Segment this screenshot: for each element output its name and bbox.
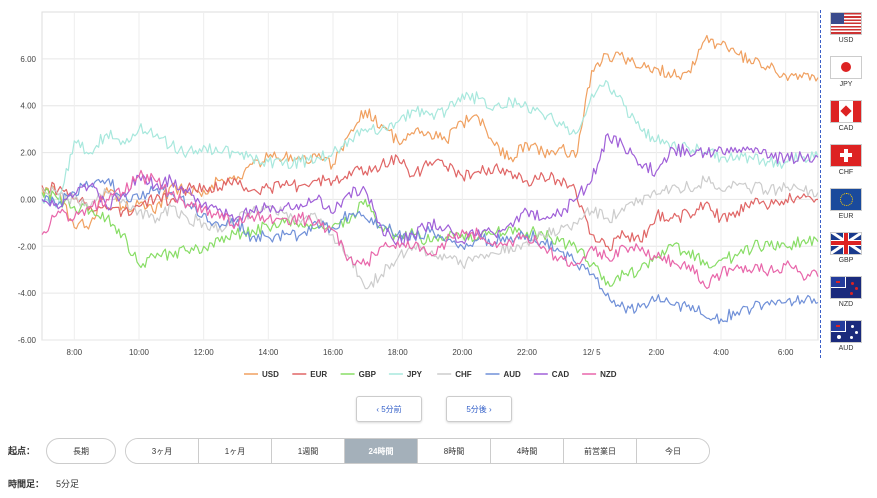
legend-label: CAD xyxy=(552,370,570,379)
flag-label: CAD xyxy=(838,125,854,132)
flag-nzd[interactable]: NZD xyxy=(829,276,863,309)
period-button[interactable]: 8時間 xyxy=(418,439,491,463)
period-button[interactable]: 前営業日 xyxy=(564,439,637,463)
legend-label: CHF xyxy=(455,370,472,379)
x-tick-label: 12:00 xyxy=(194,348,215,357)
period-button[interactable]: 4時間 xyxy=(491,439,564,463)
eu-flag-icon xyxy=(830,188,862,211)
flag-aud[interactable]: AUD xyxy=(829,320,863,353)
japan-flag-icon xyxy=(830,56,862,79)
flag-label: JPY xyxy=(839,81,853,88)
flag-usd[interactable]: USD xyxy=(829,12,863,45)
x-tick-label: 4:00 xyxy=(713,348,729,357)
period-button[interactable]: 3ヶ月 xyxy=(126,439,199,463)
origin-label: 起点： xyxy=(8,446,36,456)
y-tick-label: -2.00 xyxy=(18,242,37,251)
x-tick-label: 8:00 xyxy=(67,348,83,357)
interval-label: 時間足： xyxy=(8,479,45,489)
period-button[interactable]: 今日 xyxy=(637,439,709,463)
flag-eur[interactable]: EUR xyxy=(829,188,863,221)
series-line-aud xyxy=(41,178,819,325)
flag-cad[interactable]: CAD xyxy=(829,100,863,133)
period-button[interactable]: 24時間 xyxy=(345,439,418,463)
currency-flag-panel: USD JPY CAD CHF EUR GBP xyxy=(820,10,875,358)
flag-label: AUD xyxy=(838,345,854,352)
flag-chf[interactable]: CHF xyxy=(829,144,863,177)
flag-label: USD xyxy=(838,37,854,44)
flag-jpy[interactable]: JPY xyxy=(829,56,863,89)
y-tick-label: 4.00 xyxy=(20,102,36,111)
x-tick-label: 22:00 xyxy=(517,348,538,357)
series-line-cad xyxy=(41,133,819,246)
y-tick-label: -6.00 xyxy=(18,336,37,345)
flag-label: NZD xyxy=(838,301,854,308)
legend-label: EUR xyxy=(310,370,327,379)
prev-5min-button[interactable]: ‹ 5分前 xyxy=(356,396,422,422)
currency-strength-chart: 6.00 4.00 2.00 0.00 -2.00 -4.00 -6.00 8:00 10:00… xyxy=(18,11,819,379)
australia-flag-icon xyxy=(830,320,862,343)
legend-label: AUD xyxy=(504,370,522,379)
y-tick-label: 0.00 xyxy=(20,195,36,204)
x-tick-label: 12/ 5 xyxy=(583,348,601,357)
x-tick-label: 2:00 xyxy=(649,348,665,357)
series-line-eur xyxy=(41,154,819,252)
series-line-usd xyxy=(41,34,819,230)
series-line-nzd xyxy=(41,169,819,290)
uk-flag-icon xyxy=(830,232,862,255)
new-zealand-flag-icon xyxy=(830,276,862,299)
flag-label: EUR xyxy=(838,213,854,220)
next-5min-button[interactable]: 5分後 › xyxy=(446,396,512,422)
legend-label: USD xyxy=(262,370,279,379)
legend-label: JPY xyxy=(407,370,423,379)
period-button[interactable]: 1週間 xyxy=(272,439,345,463)
y-tick-label: 6.00 xyxy=(20,55,36,64)
x-tick-label: 14:00 xyxy=(258,348,279,357)
long-term-button[interactable]: 長期 xyxy=(46,438,116,464)
y-tick-label: -4.00 xyxy=(18,289,37,298)
canada-flag-icon xyxy=(830,100,862,123)
x-tick-label: 6:00 xyxy=(778,348,794,357)
series-line-gbp xyxy=(41,187,819,287)
legend-label: NZD xyxy=(600,370,617,379)
series-line-jpy xyxy=(41,79,819,209)
x-tick-label: 10:00 xyxy=(129,348,150,357)
x-tick-label: 20:00 xyxy=(452,348,473,357)
period-selector: 3ヶ月 1ヶ月 1週間 24時間 8時間 4時間 前営業日 今日 xyxy=(125,438,710,464)
y-tick-label: 2.00 xyxy=(20,149,36,158)
x-tick-label: 18:00 xyxy=(388,348,409,357)
interval-value: 5分足 xyxy=(56,479,80,489)
flag-gbp[interactable]: GBP xyxy=(829,232,863,265)
period-button[interactable]: 1ヶ月 xyxy=(199,439,272,463)
flag-label: GBP xyxy=(838,257,854,264)
us-flag-icon xyxy=(830,12,862,35)
x-tick-label: 16:00 xyxy=(323,348,344,357)
swiss-flag-icon xyxy=(830,144,862,167)
legend-label: GBP xyxy=(359,370,377,379)
flag-label: CHF xyxy=(838,169,854,176)
plot-area xyxy=(41,11,819,341)
